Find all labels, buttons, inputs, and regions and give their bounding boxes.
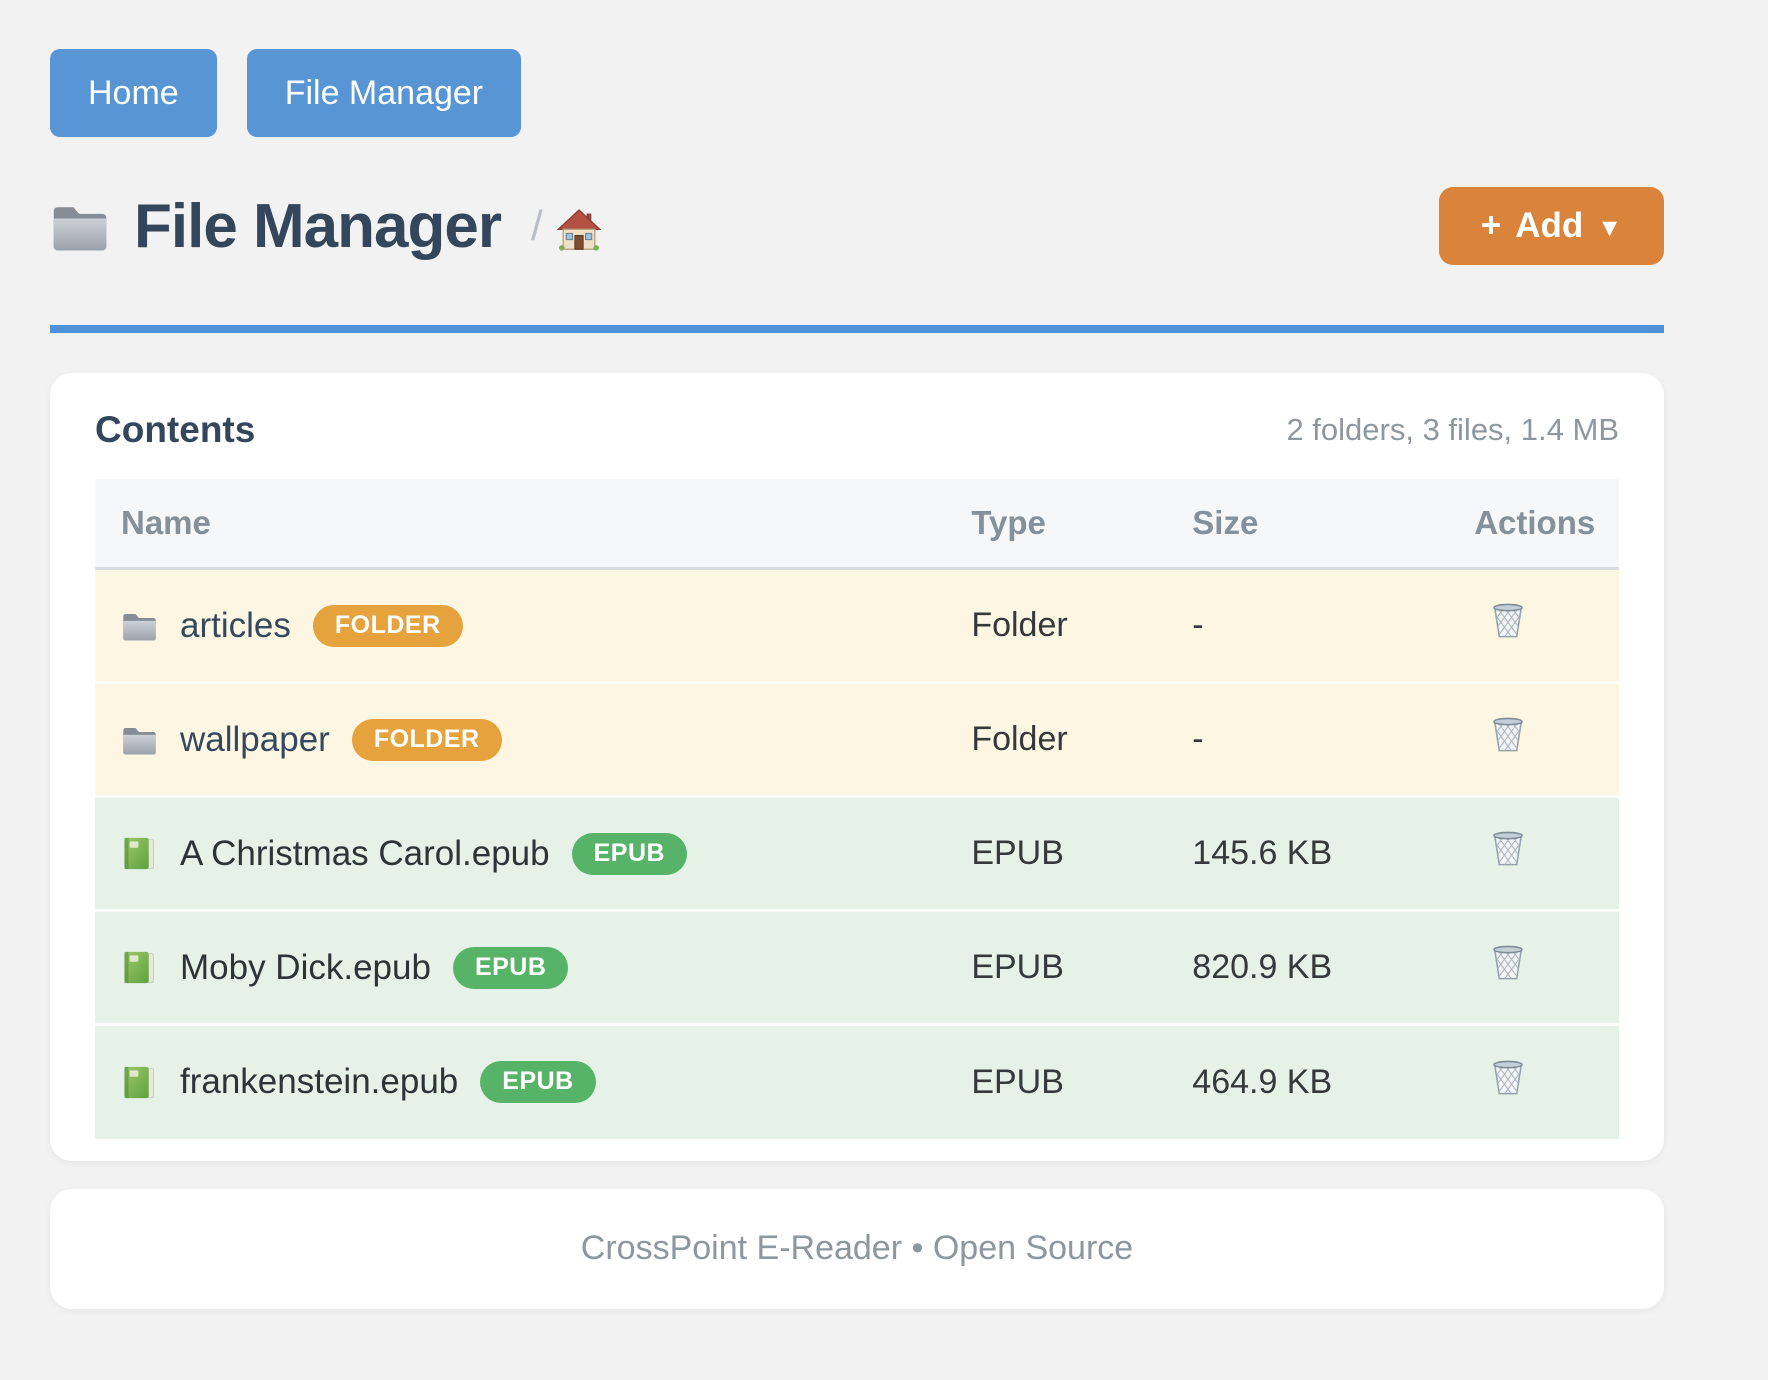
title-group: File Manager / [50,191,601,262]
contents-card: Contents 2 folders, 3 files, 1.4 MB Name… [50,373,1664,1161]
name-cell: articles FOLDER [95,569,971,683]
column-header-type: Type [971,479,1192,569]
table-header-row: Name Type Size Actions [95,479,1619,569]
size-cell: - [1192,569,1474,683]
table-row: A Christmas Carol.epub EPUB EPUB 145.6 K… [95,797,1619,911]
add-button[interactable]: + Add ▼ [1439,187,1664,265]
trash-icon[interactable] [1488,1058,1528,1098]
name-cell: wallpaper FOLDER [95,683,971,797]
type-cell: Folder [971,569,1192,683]
table-row: wallpaper FOLDER Folder - [95,683,1619,797]
footer: CrossPoint E-Reader • Open Source [50,1189,1664,1309]
column-header-actions: Actions [1474,479,1619,569]
file-manager-button[interactable]: File Manager [247,49,521,137]
folder-badge: FOLDER [313,605,463,647]
type-cell: EPUB [971,797,1192,911]
actions-cell [1474,797,1619,911]
file-name: frankenstein.epub [180,1062,458,1102]
house-icon[interactable] [543,200,601,252]
actions-cell [1474,1025,1619,1139]
green-book-icon [121,1064,158,1101]
epub-badge: EPUB [480,1061,595,1103]
trash-icon[interactable] [1488,943,1528,983]
file-name: Moby Dick.epub [180,948,431,988]
green-book-icon [121,949,158,986]
size-cell: 820.9 KB [1192,911,1474,1025]
table-row: Moby Dick.epub EPUB EPUB 820.9 KB [95,911,1619,1025]
column-header-name: Name [95,479,971,569]
folder-link[interactable]: articles [180,606,291,646]
page-title: File Manager [134,191,501,262]
table-row: articles FOLDER Folder - [95,569,1619,683]
folder-icon [121,721,158,758]
file-name: A Christmas Carol.epub [180,834,550,874]
file-table: Name Type Size Actions articles FOLDER [95,479,1619,1139]
top-nav: Home File Manager [50,0,1664,137]
folder-icon [50,196,110,256]
table-row: frankenstein.epub EPUB EPUB 464.9 KB [95,1025,1619,1139]
home-button[interactable]: Home [50,49,217,137]
trash-icon[interactable] [1488,715,1528,755]
title-divider-rule [50,325,1664,333]
contents-summary: 2 folders, 3 files, 1.4 MB [1286,412,1619,448]
caret-down-icon: ▼ [1597,214,1622,243]
green-book-icon [121,835,158,872]
contents-title: Contents [95,409,255,451]
breadcrumb-separator: / [531,202,543,250]
name-cell: Moby Dick.epub EPUB [95,911,971,1025]
folder-icon [121,607,158,644]
folder-link[interactable]: wallpaper [180,720,330,760]
size-cell: 464.9 KB [1192,1025,1474,1139]
card-header: Contents 2 folders, 3 files, 1.4 MB [95,409,1619,451]
add-button-label: Add [1515,206,1583,246]
plus-icon: + [1481,206,1501,246]
page-header: File Manager / + Add ▼ [50,187,1664,265]
size-cell: 145.6 KB [1192,797,1474,911]
size-cell: - [1192,683,1474,797]
footer-text: CrossPoint E-Reader • Open Source [581,1229,1133,1268]
type-cell: Folder [971,683,1192,797]
folder-badge: FOLDER [352,719,502,761]
column-header-size: Size [1192,479,1474,569]
actions-cell [1474,683,1619,797]
trash-icon[interactable] [1488,601,1528,641]
actions-cell [1474,569,1619,683]
type-cell: EPUB [971,911,1192,1025]
trash-icon[interactable] [1488,829,1528,869]
name-cell: A Christmas Carol.epub EPUB [95,797,971,911]
epub-badge: EPUB [572,833,687,875]
actions-cell [1474,911,1619,1025]
name-cell: frankenstein.epub EPUB [95,1025,971,1139]
page: Home File Manager File Manager / + Add ▼… [50,0,1664,1309]
type-cell: EPUB [971,1025,1192,1139]
epub-badge: EPUB [453,947,568,989]
